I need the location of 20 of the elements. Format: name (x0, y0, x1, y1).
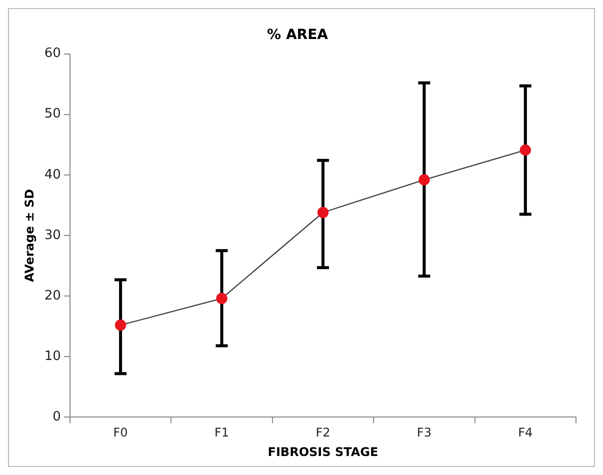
point (520, 144, 531, 156)
x-tick-label: F4 (518, 426, 533, 440)
point (317, 206, 329, 218)
y-tick-label: 50 (44, 106, 61, 122)
x-tick-label: F0 (113, 426, 128, 440)
y-tick-label: 20 (44, 288, 61, 304)
x-tick-label: F1 (214, 426, 230, 440)
y-tick-label: 10 (44, 349, 61, 364)
point (114, 320, 126, 331)
y-axis-title: AVerage ± SD (22, 188, 36, 282)
y-tick-label: 60 (44, 46, 61, 62)
y-tick-label: 0 (52, 410, 61, 425)
point (216, 292, 228, 304)
x-tick-label: F3 (416, 426, 432, 440)
chart-title: % AREA (267, 27, 328, 44)
y-tick-label: 40 (44, 167, 61, 182)
point (418, 174, 430, 186)
y-tick-label: 30 (44, 228, 61, 243)
x-axis-title: FIBROSIS STAGE (268, 444, 378, 459)
x-tick-label: F2 (316, 426, 330, 440)
